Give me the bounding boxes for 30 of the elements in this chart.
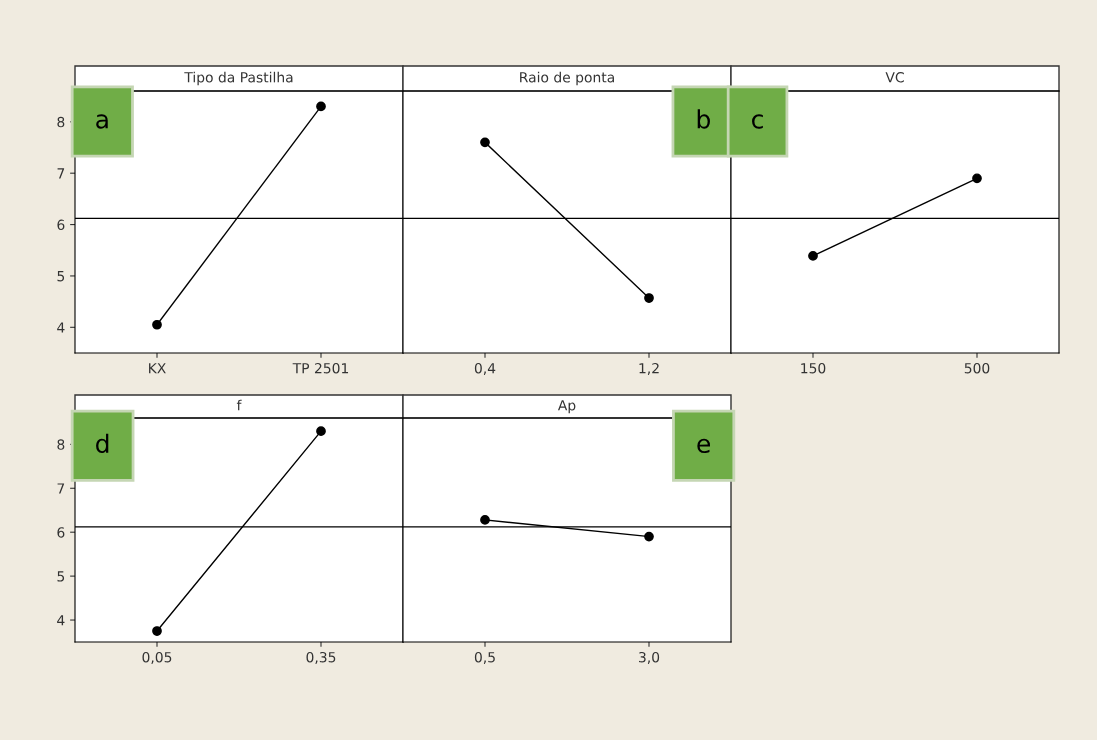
annotation: d [96, 433, 109, 454]
annotation: e [697, 438, 710, 454]
x-tick-label: 1,2 [639, 362, 659, 375]
y-tick-label: 6 [57, 527, 65, 538]
x-tick-label: 0,35 [306, 651, 336, 664]
y-tick-label: 4 [57, 615, 65, 626]
chart-title: Tipo da Pastilha [184, 71, 293, 86]
y-tick-label: 5 [57, 271, 65, 282]
x-tick-label: 3,0 [639, 651, 660, 664]
chart-title: VC [885, 72, 904, 83]
chart-title: f [236, 399, 242, 411]
y-tick-label: 8 [57, 439, 65, 450]
y-tick-label: 4 [57, 322, 65, 333]
y-tick-label: 8 [57, 116, 65, 128]
x-tick-label: 500 [964, 362, 990, 374]
annotation: c [752, 114, 763, 129]
x-tick-label: 0,5 [474, 651, 495, 664]
x-tick-label: 0,4 [474, 362, 496, 375]
chart-title: Raio de ponta [520, 71, 614, 86]
y-tick-label: 5 [57, 571, 65, 582]
annotation: a [96, 114, 108, 129]
x-tick-label: KX [149, 363, 166, 374]
y-tick-label: 6 [57, 219, 65, 231]
x-tick-label: 150 [801, 362, 826, 374]
x-tick-label: 0,05 [142, 651, 172, 664]
annotation: b [697, 109, 710, 129]
x-tick-label: TP 2501 [292, 362, 349, 374]
chart-title: Ap [557, 400, 576, 414]
y-tick-label: 7 [57, 168, 65, 179]
y-tick-label: 7 [57, 483, 65, 494]
